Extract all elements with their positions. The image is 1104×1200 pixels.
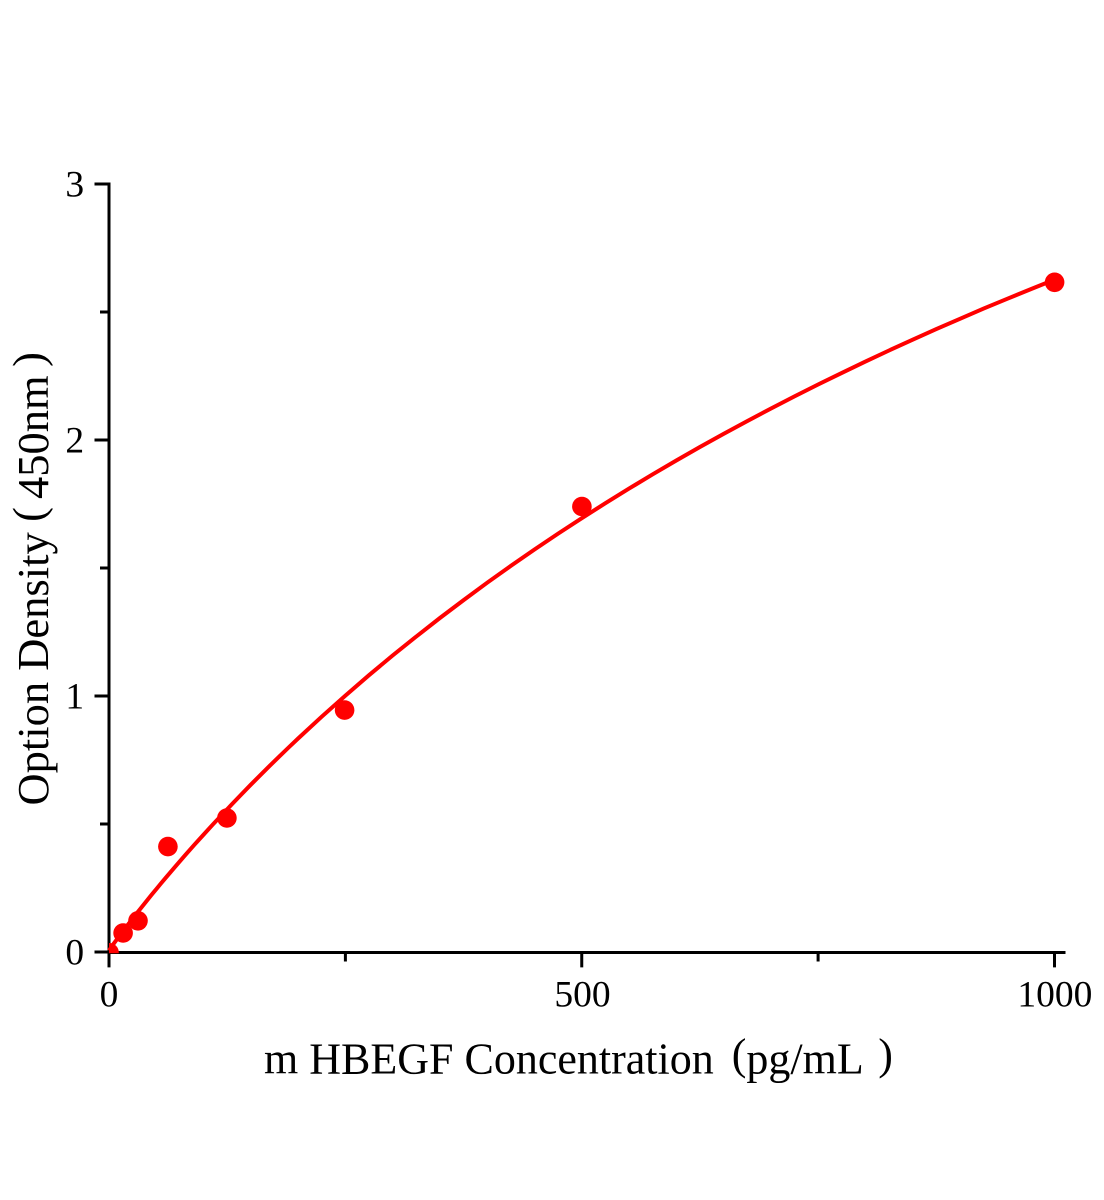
svg-text:1: 1 bbox=[65, 676, 84, 717]
svg-text:500: 500 bbox=[554, 974, 610, 1015]
svg-text:Option Density(450nm): Option Density(450nm) bbox=[4, 352, 59, 805]
svg-text:3: 3 bbox=[65, 164, 84, 205]
svg-text:0: 0 bbox=[100, 974, 119, 1015]
svg-text:2: 2 bbox=[65, 420, 84, 461]
svg-text:1000: 1000 bbox=[1017, 974, 1092, 1015]
svg-text:0: 0 bbox=[65, 932, 84, 973]
svg-text:m HBEGF Concentration(pg/mL): m HBEGF Concentration (pg/mL) bbox=[264, 1030, 893, 1084]
